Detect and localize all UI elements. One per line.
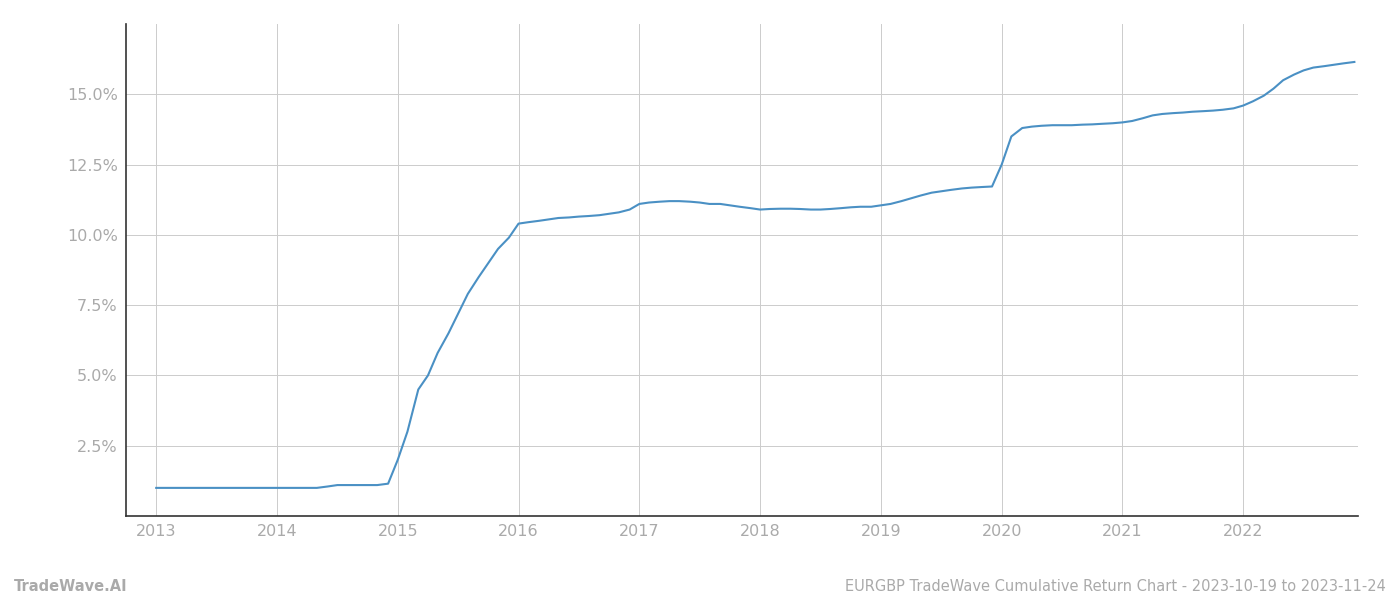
- Text: EURGBP TradeWave Cumulative Return Chart - 2023-10-19 to 2023-11-24: EURGBP TradeWave Cumulative Return Chart…: [846, 579, 1386, 594]
- Text: TradeWave.AI: TradeWave.AI: [14, 579, 127, 594]
